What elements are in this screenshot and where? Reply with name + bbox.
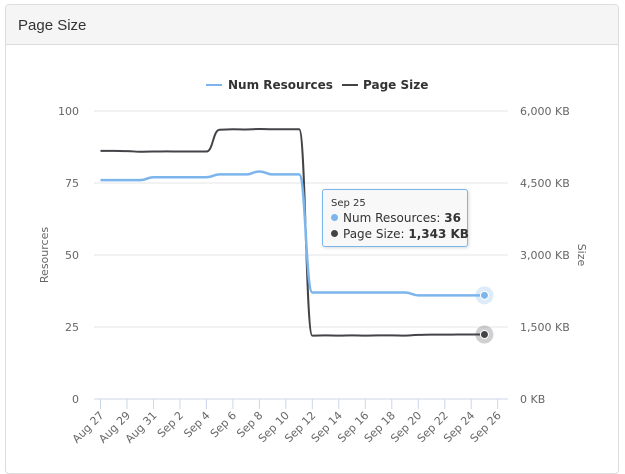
- left-axis-title: Resources: [38, 227, 51, 283]
- right-axis-tick-label: 0 KB: [520, 393, 545, 406]
- x-axis-tick-label: Sep 4: [181, 409, 212, 440]
- right-axis-labels: 6,000 KB 4,500 KB 3,000 KB 1,500 KB 0 KB: [520, 105, 570, 406]
- tooltip-row-num-resources: Num Resources: 36: [331, 210, 467, 226]
- hover-marker-num-resources: [475, 286, 494, 305]
- left-axis-tick-label: 0: [72, 393, 79, 406]
- page-size-dot-icon: [331, 230, 338, 237]
- right-axis-tick-label: 3,000 KB: [520, 249, 570, 262]
- tooltip-date: Sep 25: [331, 198, 366, 209]
- right-axis-tick-label: 1,500 KB: [520, 321, 570, 334]
- chart-tooltip: Sep 25 Num Resources: 36 Page Size: 1,34…: [322, 189, 469, 247]
- num-resources-dot-icon: [331, 214, 338, 221]
- legend-item-num-resources[interactable]: Num Resources: [206, 78, 333, 92]
- x-axis-tick-label: Sep 6: [208, 409, 239, 440]
- right-axis-tick-label: 6,000 KB: [520, 105, 570, 118]
- left-axis-tick-label: 75: [65, 177, 79, 190]
- left-axis-tick-label: 25: [65, 321, 79, 334]
- left-axis-labels: 100 75 50 25 0: [58, 105, 79, 406]
- hover-marker-page-size: [475, 325, 494, 344]
- page-size-line[interactable]: [100, 128, 485, 337]
- page-size-panel: Page Size: [5, 4, 619, 474]
- x-axis-tick-label: Sep 2: [155, 409, 186, 440]
- legend-item-page-size[interactable]: Page Size: [342, 78, 428, 92]
- right-axis-tick-label: 4,500 KB: [520, 177, 570, 190]
- left-axis-tick-label: 100: [58, 105, 79, 118]
- svg-text:Num Resources: Num Resources: [228, 78, 333, 92]
- panel-title: Page Size: [6, 5, 618, 45]
- svg-text:Page Size: Page Size: [363, 78, 428, 92]
- gridlines: [94, 110, 508, 328]
- right-axis-title: Size: [575, 244, 588, 267]
- num-resources-line[interactable]: [100, 170, 485, 297]
- left-axis-tick-label: 50: [65, 249, 79, 262]
- tooltip-row-page-size: Page Size: 1,343 KB: [331, 226, 469, 242]
- legend: Num Resources Page Size: [206, 78, 428, 92]
